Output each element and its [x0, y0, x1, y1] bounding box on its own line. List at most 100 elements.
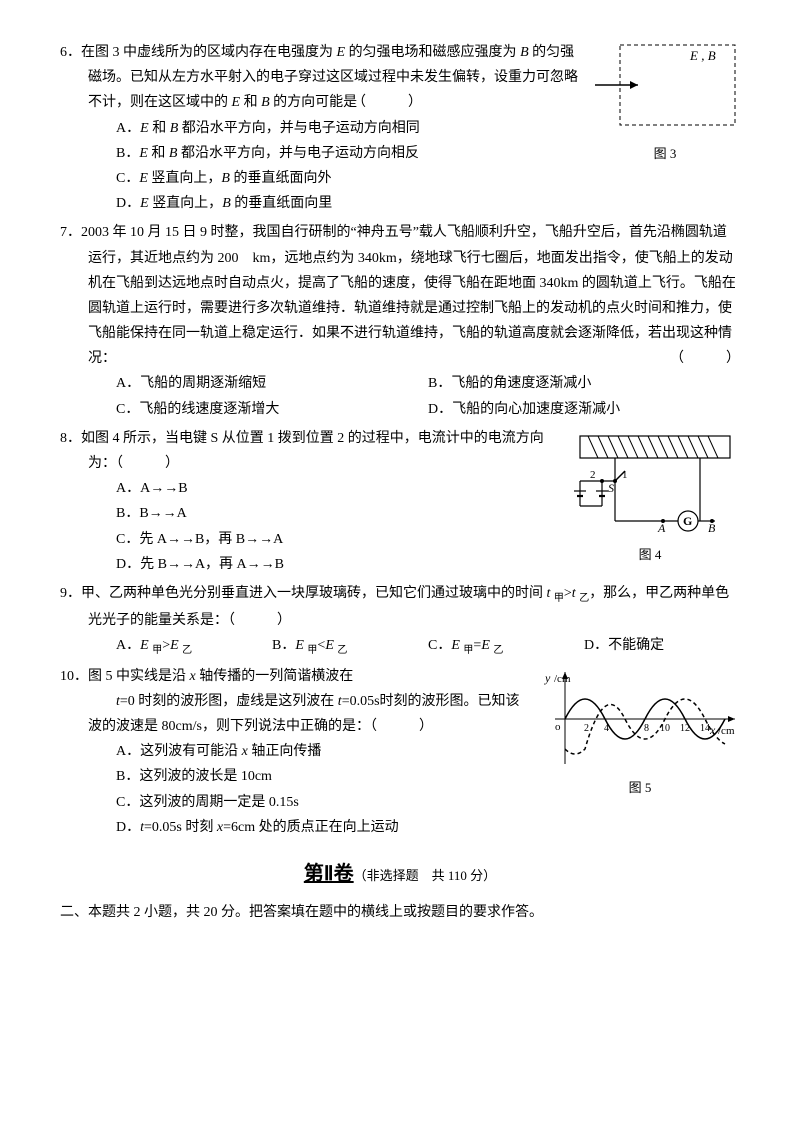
q6-opt-d: D．E 竖直向上，B 的垂直纸面向里 [116, 191, 740, 216]
q10d-t2: =6cm 处的质点正在向上运动 [223, 820, 399, 835]
svg-text:y: y [544, 671, 551, 685]
q7-opt-c: C．飞船的线速度逐渐增大 [116, 397, 428, 422]
sub-yi: 乙 [337, 645, 347, 656]
figure-3: E , B 图 3 [590, 40, 740, 165]
q9-options: A．E 甲>E 乙 B．E 甲<E 乙 C．E 甲=E 乙 D．不能确定 [60, 633, 740, 660]
var-B: B [520, 45, 529, 60]
q6-s4: 和 [244, 95, 258, 110]
q9-opt-a: A．E 甲>E 乙 [116, 633, 272, 660]
svg-text:8: 8 [644, 723, 649, 734]
q9-opt-c: C．E 甲=E 乙 [428, 633, 584, 660]
section-2-heading: 第Ⅱ卷 [304, 863, 354, 885]
q10d-t: =0.05s 时刻 [144, 820, 213, 835]
q7-opt-b: B．飞船的角速度逐渐减小 [428, 371, 740, 396]
var-B: B [221, 171, 230, 186]
figure-5-caption: 图 5 [540, 776, 740, 799]
q9-stem: 9．甲、乙两种单色光分别垂直进入一块厚玻璃砖，已知它们通过玻璃中的时间 t 甲>… [60, 581, 740, 633]
figure-4: 2 1 S G A B 图 4 [560, 426, 740, 566]
figure-5-svg: y/cm x/cm o 24 810 1214 [540, 664, 740, 774]
q10-num: 10． [60, 669, 88, 684]
question-7: 7．2003 年 10 月 15 日 9 时整，我国自行研制的“神舟五号”载人飞… [60, 220, 740, 422]
var-t: t [547, 586, 551, 601]
figure-4-svg: 2 1 S G A B [560, 426, 740, 541]
q7-options: A．飞船的周期逐渐缩短 B．飞船的角速度逐渐减小 C．飞船的线速度逐渐增大 D．… [60, 371, 740, 421]
q6c-t2: 的垂直纸面向外 [233, 171, 331, 186]
q10a-t2: 轴正向传播 [251, 744, 321, 759]
var-E: E [325, 638, 334, 653]
svg-text:A: A [657, 521, 666, 535]
section-2-title: 第Ⅱ卷（非选择题 共 110 分） [60, 856, 740, 892]
q6c-t: 竖直向上， [151, 171, 221, 186]
q7-opt-d: D．飞船的向心加速度逐渐减小 [428, 397, 740, 422]
q8-text: 如图 4 所示，当电键 S 从位置 1 拨到位置 2 的过程中，电流计中的电流方… [81, 431, 544, 471]
question-8: 2 1 S G A B 图 4 8．如图 4 所示，当电键 S 从位置 1 拨到… [60, 426, 740, 577]
q9-num: 9． [60, 586, 81, 601]
var-E: E [140, 121, 149, 136]
q7-opt-a: A．飞船的周期逐渐缩短 [116, 371, 428, 396]
q6-opt-c: C．E 竖直向上，B 的垂直纸面向外 [116, 166, 740, 191]
figure-4-caption: 图 4 [560, 543, 740, 566]
q6-s5: 的方向可能是 [273, 95, 357, 110]
svg-text:14: 14 [700, 723, 710, 734]
q6b-t2: 都沿水平方向，并与电子运动方向相反 [181, 146, 419, 161]
q6a-t2: 都沿水平方向，并与电子运动方向相同 [182, 121, 420, 136]
q10d-l: D． [116, 820, 140, 835]
var-B: B [261, 95, 270, 110]
var-E: E [481, 638, 490, 653]
q6d-label: D． [116, 196, 140, 211]
var-B: B [170, 121, 179, 136]
q10-s2: =0 时刻的波形图，虚线是这列波在 [120, 694, 334, 709]
sub-jia: 甲 [152, 645, 162, 656]
svg-text:G: G [683, 514, 692, 528]
question-6: E , B 图 3 6．在图 3 中虚线所为的区域内存在电强度为 E 的匀强电场… [60, 40, 740, 216]
q7-stem: 7．2003 年 10 月 15 日 9 时整，我国自行研制的“神舟五号”载人飞… [60, 220, 740, 371]
var-E: E [139, 146, 148, 161]
svg-text:2: 2 [584, 723, 589, 734]
q7-num: 7． [60, 225, 81, 240]
q7-text: 2003 年 10 月 15 日 9 时整，我国自行研制的“神舟五号”载人飞船顺… [81, 225, 736, 366]
var-B: B [222, 196, 231, 211]
svg-text:o: o [555, 721, 561, 733]
q10-s1b: 轴传播的一列简谐横波在 [199, 669, 353, 684]
svg-text:B: B [708, 521, 716, 535]
q6d-t2: 的垂直纸面向里 [234, 196, 332, 211]
section-2-sub: （非选择题 共 110 分） [354, 868, 497, 883]
sub-yi: 乙 [579, 593, 589, 604]
q9-opt-b: B．E 甲<E 乙 [272, 633, 428, 660]
q10a-t: A．这列波有可能沿 [116, 744, 238, 759]
svg-text:1: 1 [622, 469, 628, 481]
svg-text:2: 2 [590, 469, 596, 481]
q6-num: 6． [60, 45, 81, 60]
figure-3-svg: E , B [590, 40, 740, 140]
var-B: B [169, 146, 178, 161]
svg-text:S: S [608, 481, 614, 495]
q9c-l: C． [428, 638, 451, 653]
q6-s2: 的匀强电场和磁感应强度为 [349, 45, 517, 60]
figure-5: y/cm x/cm o 24 810 1214 图 5 [540, 664, 740, 799]
var-E: E [295, 638, 304, 653]
q10-opt-d: D．t=0.05s 时刻 x=6cm 处的质点正在向上运动 [116, 815, 740, 840]
var-E: E [232, 95, 241, 110]
q6-s1: 在图 3 中虚线所为的区域内存在电强度为 [81, 45, 333, 60]
sub-jia: 甲 [463, 645, 473, 656]
q6a-t: 和 [152, 121, 166, 136]
var-t: t [572, 586, 576, 601]
q9b-l: B． [272, 638, 295, 653]
q9-opt-d: D．不能确定 [584, 633, 740, 660]
sub-jia: 甲 [554, 593, 564, 604]
var-E: E [337, 45, 346, 60]
sub-yi: 乙 [182, 645, 192, 656]
var-E: E [451, 638, 460, 653]
svg-text:/cm: /cm [554, 673, 571, 685]
var-x: x [190, 669, 196, 684]
figure-3-caption: 图 3 [590, 142, 740, 165]
q6b-t: 和 [151, 146, 165, 161]
q10-s1: 图 5 中实线是沿 [88, 669, 186, 684]
q7-paren: （ ） [698, 346, 740, 371]
q6b-label: B． [116, 146, 139, 161]
q6d-t: 竖直向上， [152, 196, 222, 211]
q6a-label: A． [116, 121, 140, 136]
var-x: x [242, 744, 248, 759]
var-E: E [140, 196, 149, 211]
var-E: E [139, 171, 148, 186]
